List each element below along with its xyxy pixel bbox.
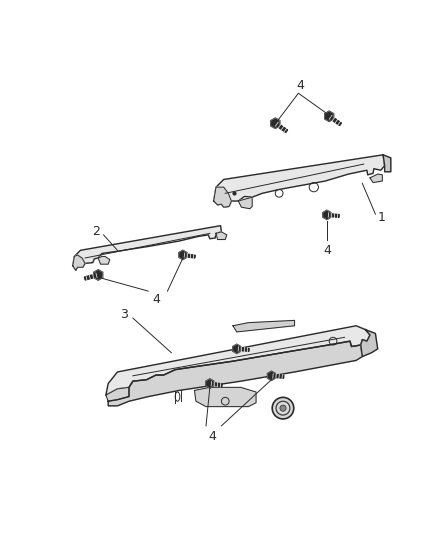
Polygon shape <box>361 329 378 357</box>
Polygon shape <box>323 210 331 220</box>
Text: 3: 3 <box>120 308 128 321</box>
Polygon shape <box>370 174 382 182</box>
Polygon shape <box>214 187 231 207</box>
Polygon shape <box>106 326 370 395</box>
Polygon shape <box>328 115 342 126</box>
Text: 2: 2 <box>92 225 100 238</box>
Polygon shape <box>383 155 391 172</box>
Polygon shape <box>238 197 252 209</box>
Polygon shape <box>85 273 99 280</box>
Polygon shape <box>327 214 339 217</box>
Polygon shape <box>98 256 110 264</box>
Text: 4: 4 <box>323 244 331 257</box>
Polygon shape <box>94 270 102 280</box>
Text: 4: 4 <box>152 294 160 306</box>
Polygon shape <box>325 111 334 122</box>
Polygon shape <box>268 371 276 381</box>
Circle shape <box>280 405 286 411</box>
Polygon shape <box>274 122 287 133</box>
Polygon shape <box>237 348 249 351</box>
Polygon shape <box>106 387 129 401</box>
Polygon shape <box>214 155 385 207</box>
Polygon shape <box>210 382 222 386</box>
Circle shape <box>272 398 294 419</box>
Polygon shape <box>271 374 284 378</box>
Polygon shape <box>108 341 362 406</box>
Polygon shape <box>233 344 241 353</box>
Text: 1: 1 <box>378 212 385 224</box>
Polygon shape <box>271 118 280 128</box>
Polygon shape <box>233 320 294 332</box>
Polygon shape <box>183 254 195 258</box>
Polygon shape <box>216 232 227 239</box>
Polygon shape <box>179 251 187 260</box>
Polygon shape <box>73 255 85 270</box>
Text: 4: 4 <box>297 79 305 92</box>
Polygon shape <box>73 225 221 270</box>
Text: 4: 4 <box>208 431 216 443</box>
Polygon shape <box>206 379 214 388</box>
Polygon shape <box>194 387 256 407</box>
